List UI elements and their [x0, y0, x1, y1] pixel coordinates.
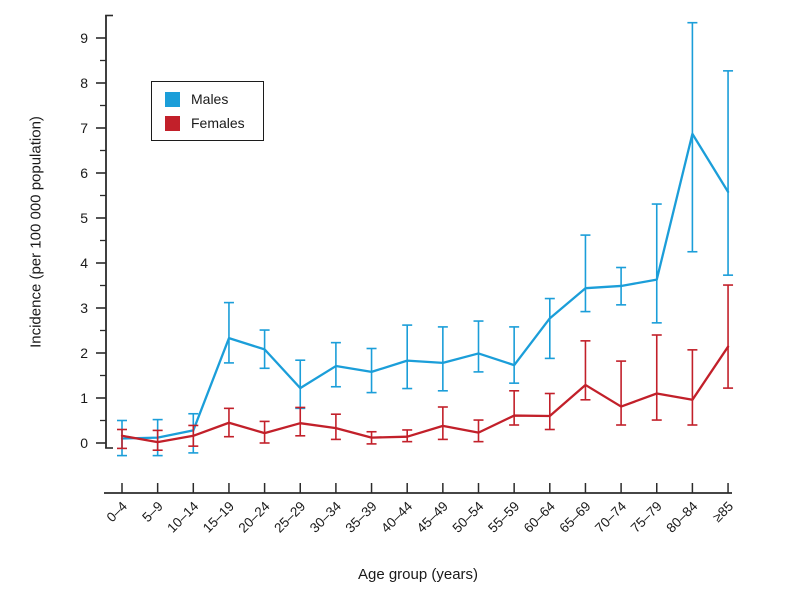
svg-text:55–59: 55–59: [485, 499, 522, 536]
svg-text:80–84: 80–84: [663, 498, 700, 535]
svg-text:75–79: 75–79: [628, 499, 665, 536]
legend-label-males: Males: [191, 91, 229, 107]
svg-text:3: 3: [80, 300, 88, 316]
svg-text:20–24: 20–24: [236, 498, 273, 535]
y-axis-title: Incidence (per 100 000 population): [27, 116, 45, 348]
svg-text:8: 8: [80, 75, 88, 91]
females-series-swatch-icon: [165, 115, 180, 131]
svg-text:0–4: 0–4: [104, 498, 131, 525]
legend-item-females: Females: [165, 115, 245, 131]
svg-text:≥85: ≥85: [710, 499, 736, 525]
svg-text:30–34: 30–34: [307, 498, 344, 535]
svg-text:65–69: 65–69: [556, 499, 593, 536]
svg-text:50–54: 50–54: [449, 498, 486, 535]
svg-text:9: 9: [80, 30, 88, 46]
svg-text:1: 1: [80, 390, 88, 406]
svg-text:5: 5: [80, 210, 88, 226]
legend: Males Females: [151, 81, 264, 141]
svg-text:60–64: 60–64: [521, 498, 558, 535]
svg-text:25–29: 25–29: [271, 499, 308, 536]
svg-text:4: 4: [80, 255, 88, 271]
svg-text:5–9: 5–9: [139, 499, 166, 526]
x-axis-title: Age group (years): [357, 566, 479, 583]
svg-text:0: 0: [80, 435, 88, 451]
svg-text:40–44: 40–44: [378, 498, 415, 535]
svg-text:35–39: 35–39: [343, 499, 380, 536]
svg-text:2: 2: [80, 345, 88, 361]
svg-text:45–49: 45–49: [414, 499, 451, 536]
legend-label-females: Females: [191, 115, 245, 131]
svg-text:70–74: 70–74: [592, 498, 629, 535]
svg-text:10–14: 10–14: [164, 498, 201, 535]
svg-text:15–19: 15–19: [200, 499, 237, 536]
legend-item-males: Males: [165, 91, 245, 107]
males-series-swatch-icon: [165, 91, 180, 107]
svg-text:6: 6: [80, 165, 88, 181]
svg-text:7: 7: [80, 120, 88, 136]
